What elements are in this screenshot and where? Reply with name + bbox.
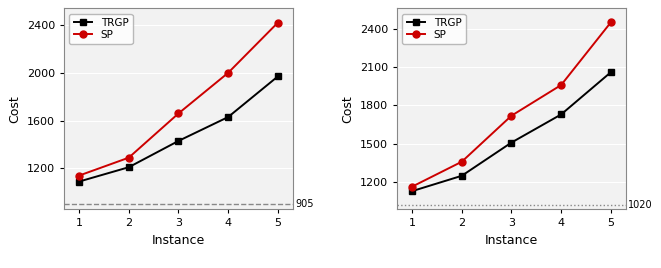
Text: 905: 905 [295,199,313,209]
Line: SP: SP [408,19,614,190]
TRGP [224,116,232,119]
SP [607,21,615,24]
SP [224,71,232,75]
X-axis label: Instance: Instance [485,234,538,247]
TRGP [458,174,466,177]
X-axis label: Instance: Instance [152,234,205,247]
SP [508,114,516,117]
SP [125,156,133,159]
SP [274,21,282,24]
TRGP [607,71,615,74]
Text: 1020: 1020 [628,200,652,210]
TRGP [508,141,516,144]
Line: TRGP: TRGP [75,73,282,185]
Legend: TRGP, SP: TRGP, SP [69,14,133,44]
SP [408,185,416,188]
TRGP [408,189,416,193]
Y-axis label: Cost: Cost [341,95,354,122]
TRGP [175,139,182,143]
TRGP [75,180,83,183]
Line: TRGP: TRGP [408,69,614,195]
SP [175,112,182,115]
TRGP [125,166,133,169]
TRGP [557,113,565,116]
SP [458,160,466,163]
Line: SP: SP [75,19,282,179]
Y-axis label: Cost: Cost [9,95,21,122]
Legend: TRGP, SP: TRGP, SP [403,14,465,44]
SP [557,83,565,87]
TRGP [274,75,282,78]
SP [75,174,83,177]
